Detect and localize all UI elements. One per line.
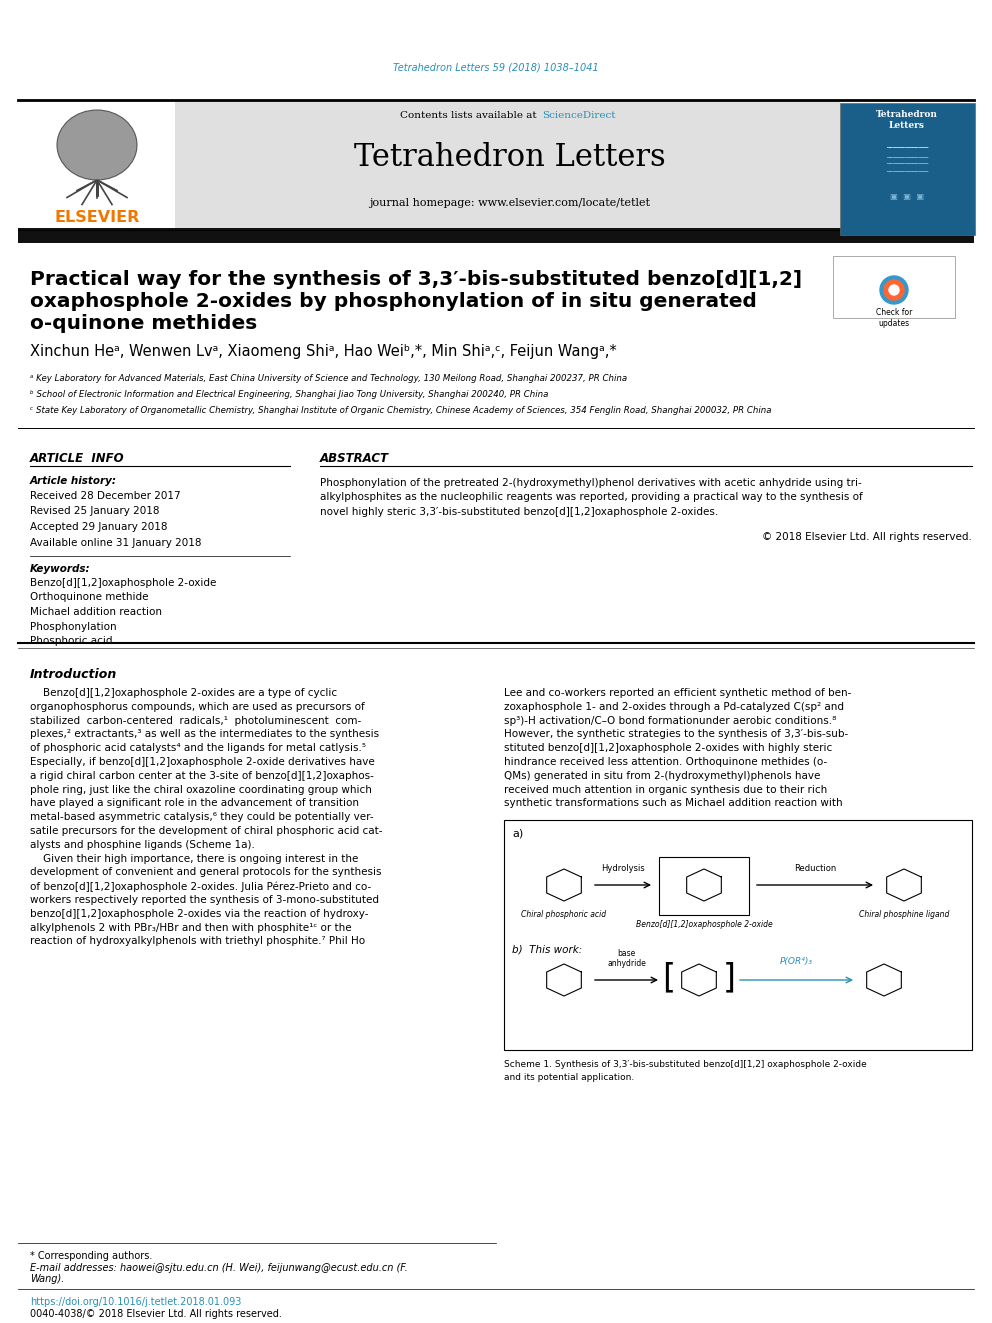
Text: stabilized  carbon-centered  radicals,¹  photoluminescent  com-: stabilized carbon-centered radicals,¹ ph… bbox=[30, 716, 361, 725]
Text: ─────────────: ───────────── bbox=[886, 146, 929, 151]
Text: Given their high importance, there is ongoing interest in the: Given their high importance, there is on… bbox=[30, 853, 358, 864]
Bar bbox=[659, 857, 749, 916]
Text: ARTICLE  INFO: ARTICLE INFO bbox=[30, 452, 125, 464]
Text: alkylphosphites as the nucleophilic reagents was reported, providing a practical: alkylphosphites as the nucleophilic reag… bbox=[320, 492, 863, 503]
Text: Practical way for the synthesis of 3,3′-bis-substituted benzo[d][1,2]: Practical way for the synthesis of 3,3′-… bbox=[30, 270, 803, 288]
Text: ELSEVIER: ELSEVIER bbox=[55, 210, 140, 225]
Bar bbox=[175, 101, 840, 230]
Text: Introduction: Introduction bbox=[30, 668, 117, 681]
Text: Scheme 1. Synthesis of 3,3′-bis-substituted benzo[d][1,2] oxaphosphole 2-oxide: Scheme 1. Synthesis of 3,3′-bis-substitu… bbox=[504, 1060, 867, 1069]
Text: Article history:: Article history: bbox=[30, 476, 117, 486]
Text: Chiral phosphoric acid: Chiral phosphoric acid bbox=[522, 910, 606, 919]
Text: © 2018 Elsevier Ltd. All rights reserved.: © 2018 Elsevier Ltd. All rights reserved… bbox=[762, 532, 972, 542]
Text: oxaphosphole 2-oxides by phosphonylation of in situ generated: oxaphosphole 2-oxides by phosphonylation… bbox=[30, 292, 757, 311]
Text: o-quinone methides: o-quinone methides bbox=[30, 314, 257, 333]
Text: alkylphenols 2 with PBr₃/HBr and then with phosphite¹ᶜ or the: alkylphenols 2 with PBr₃/HBr and then wi… bbox=[30, 922, 351, 933]
Text: Xinchun Heᵃ, Wenwen Lvᵃ, Xiaomeng Shiᵃ, Hao Weiᵇ,*, Min Shiᵃ,ᶜ, Feijun Wangᵃ,*: Xinchun Heᵃ, Wenwen Lvᵃ, Xiaomeng Shiᵃ, … bbox=[30, 344, 617, 359]
Text: sp³)-H activation/C–O bond formationunder aerobic conditions.⁸: sp³)-H activation/C–O bond formationunde… bbox=[504, 716, 836, 725]
Text: * Corresponding authors.: * Corresponding authors. bbox=[30, 1252, 153, 1261]
Text: alysts and phosphine ligands (Scheme 1a).: alysts and phosphine ligands (Scheme 1a)… bbox=[30, 840, 255, 849]
Text: QMs) generated in situ from 2-(hydroxymethyl)phenols have: QMs) generated in situ from 2-(hydroxyme… bbox=[504, 771, 820, 781]
Text: Lee and co-workers reported an efficient synthetic method of ben-: Lee and co-workers reported an efficient… bbox=[504, 688, 851, 699]
Text: Accepted 29 January 2018: Accepted 29 January 2018 bbox=[30, 523, 168, 532]
Text: novel highly steric 3,3′-bis-substituted benzo[d][1,2]oxaphosphole 2-oxides.: novel highly steric 3,3′-bis-substituted… bbox=[320, 507, 718, 517]
Text: Especially, if benzo[d][1,2]oxaphosphole 2-oxide derivatives have: Especially, if benzo[d][1,2]oxaphosphole… bbox=[30, 757, 375, 767]
Text: 0040-4038/© 2018 Elsevier Ltd. All rights reserved.: 0040-4038/© 2018 Elsevier Ltd. All right… bbox=[30, 1308, 282, 1319]
Text: base: base bbox=[617, 949, 636, 958]
Ellipse shape bbox=[57, 110, 137, 180]
Text: anhydride: anhydride bbox=[607, 959, 646, 968]
Bar bbox=[840, 103, 975, 235]
Text: E-mail addresses: haowei@sjtu.edu.cn (H. Wei), feijunwang@ecust.edu.cn (F.: E-mail addresses: haowei@sjtu.edu.cn (H.… bbox=[30, 1263, 408, 1273]
Text: Received 28 December 2017: Received 28 December 2017 bbox=[30, 491, 181, 501]
Text: Benzo[d][1,2]oxaphosphole 2-oxides are a type of cyclic: Benzo[d][1,2]oxaphosphole 2-oxides are a… bbox=[30, 688, 337, 699]
Text: Contents lists available at: Contents lists available at bbox=[400, 111, 540, 119]
Text: plexes,² extractants,³ as well as the intermediates to the synthesis: plexes,² extractants,³ as well as the in… bbox=[30, 729, 379, 740]
Text: reaction of hydroxyalkylphenols with triethyl phosphite.⁷ Phil Ho: reaction of hydroxyalkylphenols with tri… bbox=[30, 937, 365, 946]
Text: Tetrahedron Letters 59 (2018) 1038–1041: Tetrahedron Letters 59 (2018) 1038–1041 bbox=[393, 64, 599, 73]
Text: workers respectively reported the synthesis of 3-mono-substituted: workers respectively reported the synthe… bbox=[30, 894, 379, 905]
Text: ABSTRACT: ABSTRACT bbox=[320, 452, 389, 464]
Text: and its potential application.: and its potential application. bbox=[504, 1073, 634, 1082]
Circle shape bbox=[884, 280, 904, 300]
Text: Hydrolysis: Hydrolysis bbox=[601, 864, 645, 873]
Text: a rigid chiral carbon center at the 3-site of benzo[d][1,2]oxaphos-: a rigid chiral carbon center at the 3-si… bbox=[30, 771, 374, 781]
Text: hindrance received less attention. Orthoquinone methides (o-: hindrance received less attention. Ortho… bbox=[504, 757, 827, 767]
Text: stituted benzo[d][1,2]oxaphosphole 2-oxides with highly steric: stituted benzo[d][1,2]oxaphosphole 2-oxi… bbox=[504, 744, 832, 753]
Text: Available online 31 January 2018: Available online 31 January 2018 bbox=[30, 537, 201, 548]
Text: Tetrahedron Letters: Tetrahedron Letters bbox=[354, 143, 666, 173]
Text: Reduction: Reduction bbox=[794, 864, 836, 873]
Text: development of convenient and general protocols for the synthesis: development of convenient and general pr… bbox=[30, 868, 382, 877]
FancyBboxPatch shape bbox=[833, 255, 955, 318]
Text: Tetrahedron
Letters: Tetrahedron Letters bbox=[876, 110, 938, 130]
Text: phole ring, just like the chiral oxazoline coordinating group which: phole ring, just like the chiral oxazoli… bbox=[30, 785, 372, 795]
Text: of phosphoric acid catalysts⁴ and the ligands for metal catlysis.⁵: of phosphoric acid catalysts⁴ and the li… bbox=[30, 744, 366, 753]
Text: Phosphonylation of the pretreated 2-(hydroxymethyl)phenol derivatives with aceti: Phosphonylation of the pretreated 2-(hyd… bbox=[320, 478, 862, 488]
Text: of benzo[d][1,2]oxaphosphole 2-oxides. Julia Pérez-Prieto and co-: of benzo[d][1,2]oxaphosphole 2-oxides. J… bbox=[30, 881, 371, 892]
Text: Revised 25 January 2018: Revised 25 January 2018 bbox=[30, 507, 160, 516]
Text: Phosphonylation: Phosphonylation bbox=[30, 622, 117, 631]
Text: b)  This work:: b) This work: bbox=[512, 945, 582, 955]
Text: P(OR⁴)₃: P(OR⁴)₃ bbox=[780, 957, 813, 966]
Circle shape bbox=[889, 284, 899, 295]
Text: ᵇ School of Electronic Information and Electrical Engineering, Shanghai Jiao Ton: ᵇ School of Electronic Information and E… bbox=[30, 390, 549, 400]
Text: received much attention in organic synthesis due to their rich: received much attention in organic synth… bbox=[504, 785, 827, 795]
Bar bbox=[18, 228, 974, 243]
Text: ]: ] bbox=[722, 962, 735, 995]
Text: Michael addition reaction: Michael addition reaction bbox=[30, 607, 162, 617]
Text: zoxaphosphole 1- and 2-oxides through a Pd-catalyzed C(sp² and: zoxaphosphole 1- and 2-oxides through a … bbox=[504, 701, 844, 712]
Text: Phosphoric acid: Phosphoric acid bbox=[30, 636, 112, 646]
Text: journal homepage: www.elsevier.com/locate/tetlet: journal homepage: www.elsevier.com/locat… bbox=[369, 198, 651, 208]
Text: [: [ bbox=[663, 962, 676, 995]
Text: have played a significant role in the advancement of transition: have played a significant role in the ad… bbox=[30, 798, 359, 808]
Text: https://doi.org/10.1016/j.tetlet.2018.01.093: https://doi.org/10.1016/j.tetlet.2018.01… bbox=[30, 1297, 241, 1307]
Text: organophosphorus compounds, which are used as precursors of: organophosphorus compounds, which are us… bbox=[30, 701, 365, 712]
Circle shape bbox=[880, 277, 908, 304]
Text: Chiral phosphine ligand: Chiral phosphine ligand bbox=[859, 910, 949, 919]
Text: benzo[d][1,2]oxaphosphole 2-oxides via the reaction of hydroxy-: benzo[d][1,2]oxaphosphole 2-oxides via t… bbox=[30, 909, 368, 918]
Text: ᶜ State Key Laboratory of Organometallic Chemistry, Shanghai Institute of Organi: ᶜ State Key Laboratory of Organometallic… bbox=[30, 406, 772, 415]
Text: Wang).: Wang). bbox=[30, 1274, 64, 1285]
Text: ScienceDirect: ScienceDirect bbox=[542, 111, 615, 119]
Text: ─────────────
─────────────
─────────────: ───────────── ───────────── ────────────… bbox=[886, 156, 929, 175]
Bar bbox=[504, 820, 972, 1050]
Text: However, the synthetic strategies to the synthesis of 3,3′-bis-sub-: However, the synthetic strategies to the… bbox=[504, 729, 848, 740]
Text: satile precursors for the development of chiral phosphoric acid cat-: satile precursors for the development of… bbox=[30, 826, 383, 836]
Text: Benzo[d][1,2]oxaphosphole 2-oxide: Benzo[d][1,2]oxaphosphole 2-oxide bbox=[636, 919, 773, 929]
Text: Benzo[d][1,2]oxaphosphole 2-oxide: Benzo[d][1,2]oxaphosphole 2-oxide bbox=[30, 578, 216, 587]
Text: synthetic transformations such as Michael addition reaction with: synthetic transformations such as Michae… bbox=[504, 798, 842, 808]
Text: Keywords:: Keywords: bbox=[30, 564, 90, 574]
Text: Check for
updates: Check for updates bbox=[876, 308, 913, 328]
Text: Orthoquinone methide: Orthoquinone methide bbox=[30, 593, 149, 602]
Text: a): a) bbox=[512, 828, 523, 837]
Bar bbox=[18, 101, 175, 230]
Text: metal-based asymmetric catalysis,⁶ they could be potentially ver-: metal-based asymmetric catalysis,⁶ they … bbox=[30, 812, 374, 822]
Text: ▣  ▣  ▣: ▣ ▣ ▣ bbox=[890, 192, 925, 201]
Text: ᵃ Key Laboratory for Advanced Materials, East China University of Science and Te: ᵃ Key Laboratory for Advanced Materials,… bbox=[30, 374, 627, 382]
